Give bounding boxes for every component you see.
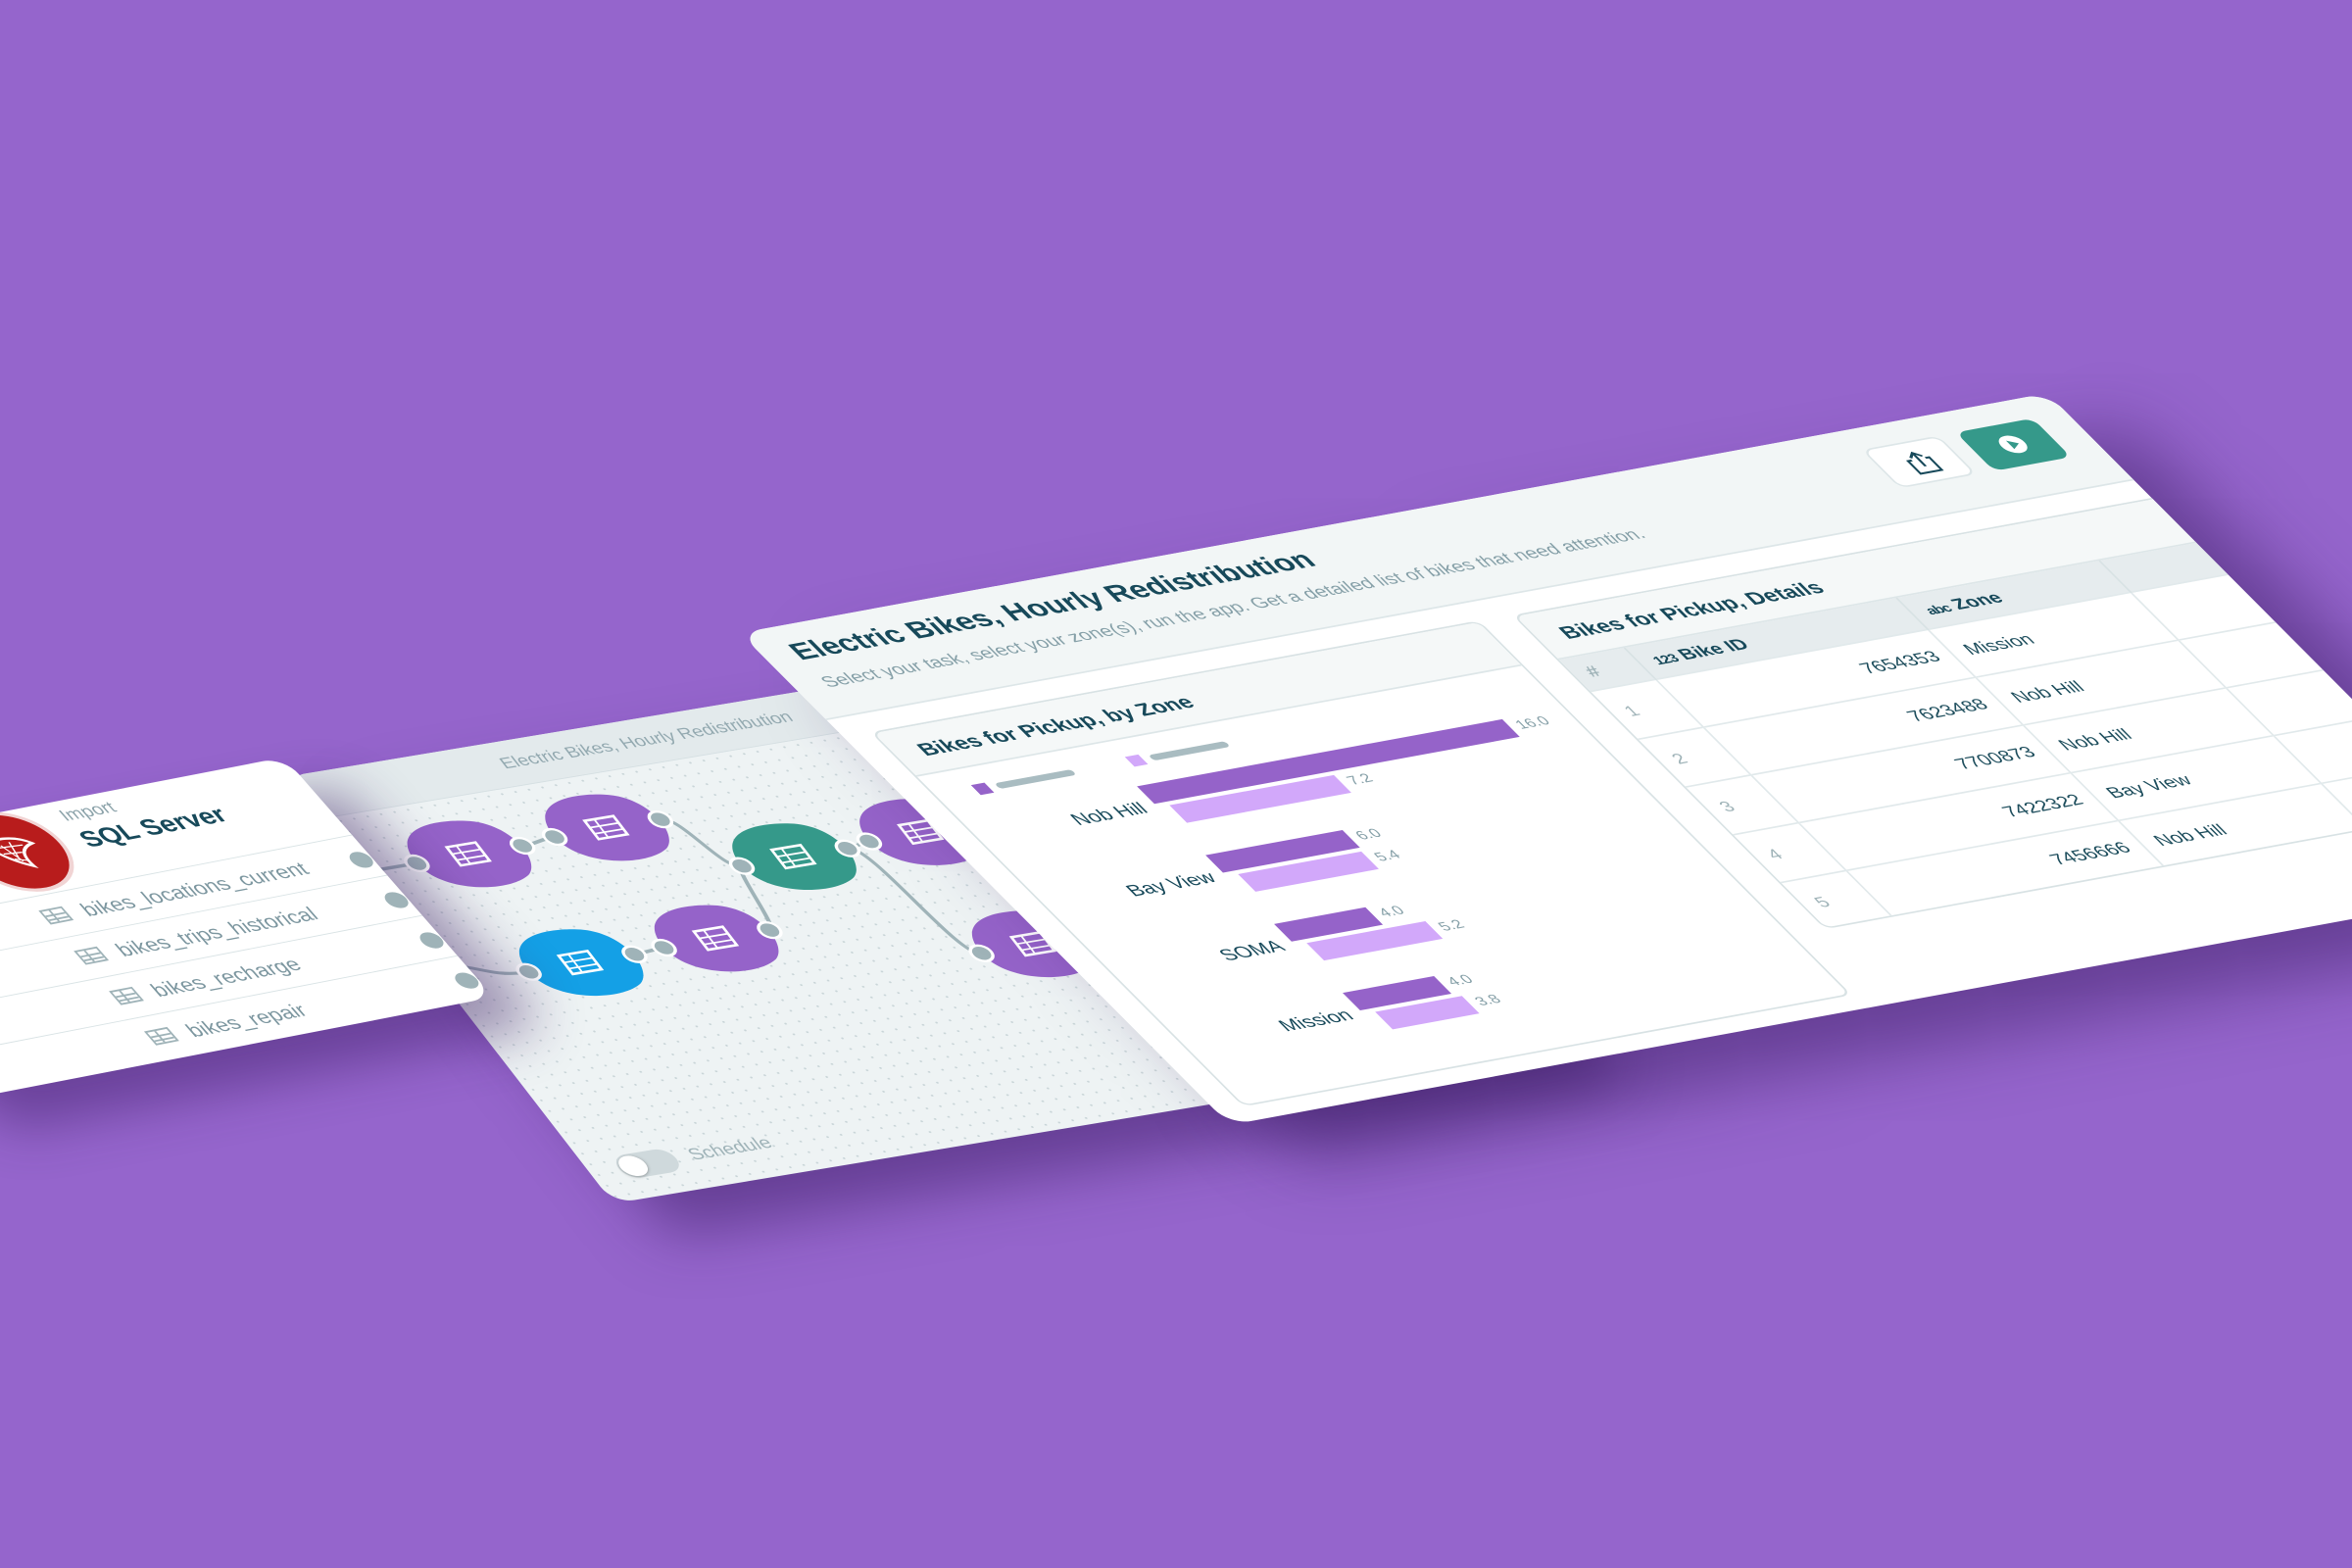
run-button[interactable] bbox=[1955, 417, 2072, 471]
text-type-icon: abc bbox=[1921, 601, 1956, 617]
legend-swatch bbox=[1124, 754, 1149, 767]
table-icon bbox=[74, 946, 110, 965]
app-panel: Electric Bikes, Hourly Redistribution Se… bbox=[740, 393, 2352, 1125]
output-port[interactable] bbox=[645, 809, 676, 829]
play-icon bbox=[1998, 435, 2028, 454]
bar-value-label: 3.8 bbox=[1471, 992, 1505, 1008]
bar[interactable] bbox=[1169, 774, 1351, 823]
bar[interactable] bbox=[1137, 718, 1520, 805]
bar[interactable] bbox=[1306, 920, 1444, 961]
table-icon bbox=[38, 906, 74, 925]
bar-value-label: 4.0 bbox=[1375, 904, 1409, 920]
input-port[interactable] bbox=[854, 832, 885, 851]
workflow-node-join[interactable] bbox=[707, 813, 882, 900]
input-port[interactable] bbox=[539, 827, 570, 847]
category-label: Mission bbox=[1274, 1006, 1358, 1035]
column-label: Zone bbox=[1946, 589, 2008, 613]
share-icon bbox=[1905, 451, 1944, 475]
input-port[interactable] bbox=[966, 944, 998, 962]
bar[interactable] bbox=[1274, 906, 1384, 942]
share-button[interactable] bbox=[1861, 435, 1978, 489]
copy-icon bbox=[556, 949, 605, 976]
bar[interactable] bbox=[1238, 851, 1379, 892]
app-header: Electric Bikes, Hourly Redistribution Se… bbox=[740, 393, 2134, 720]
input-port[interactable] bbox=[514, 962, 545, 981]
table-name: bikes_repair bbox=[180, 999, 313, 1042]
workflow-node-edit-table[interactable] bbox=[382, 811, 558, 898]
bar-value-label: 7.2 bbox=[1343, 771, 1377, 788]
import-panel: Import SQL Server bikes_locations_curren… bbox=[0, 757, 494, 1102]
table-icon bbox=[143, 1026, 179, 1046]
legend-label-placeholder bbox=[996, 769, 1075, 789]
column-label: Bike ID bbox=[1673, 635, 1754, 663]
output-port[interactable] bbox=[832, 839, 863, 858]
category-label: Bay View bbox=[1121, 868, 1222, 900]
legend-label-placeholder bbox=[1150, 741, 1229, 760]
chart-card: Bikes for Pickup, by Zone Nob Hill 16.0 7.… bbox=[870, 620, 1852, 1107]
bar-value-label: 6.0 bbox=[1351, 826, 1386, 843]
sql-server-icon bbox=[0, 804, 97, 901]
output-port[interactable] bbox=[507, 836, 538, 856]
node-shape bbox=[545, 794, 669, 861]
node-shape bbox=[732, 823, 857, 890]
edit-table-icon bbox=[691, 925, 740, 952]
node-shape bbox=[407, 820, 532, 888]
bar[interactable] bbox=[1343, 976, 1452, 1011]
bar-value-label: 5.4 bbox=[1370, 848, 1404, 864]
number-type-icon: 123 bbox=[1648, 651, 1683, 667]
node-shape bbox=[519, 929, 644, 997]
bar-value-label: 5.2 bbox=[1435, 917, 1469, 934]
workflow-node-calculate[interactable] bbox=[519, 785, 695, 871]
calculate-icon bbox=[582, 814, 630, 841]
workflow-graph bbox=[357, 785, 1101, 1005]
input-port[interactable] bbox=[402, 854, 433, 873]
legend-swatch bbox=[970, 782, 995, 796]
category-label: SOMA bbox=[1214, 937, 1291, 964]
workflow-node-edit-table[interactable] bbox=[629, 896, 805, 982]
output-port[interactable] bbox=[755, 920, 786, 940]
category-label: Nob Hill bbox=[1066, 800, 1152, 829]
bar[interactable] bbox=[1205, 829, 1360, 873]
join-icon bbox=[769, 843, 817, 870]
input-port[interactable] bbox=[649, 938, 680, 957]
edit-table-icon bbox=[444, 841, 492, 867]
workflow-canvas-panel: Electric Bikes, Hourly Redistribution Sc… bbox=[284, 617, 1574, 1204]
workflow-node-copy[interactable] bbox=[494, 919, 669, 1005]
node-shape bbox=[655, 905, 779, 972]
bar-value-label: 4.0 bbox=[1444, 972, 1478, 989]
bar-value-label: 16.0 bbox=[1511, 713, 1553, 731]
bar[interactable] bbox=[1375, 996, 1480, 1030]
input-port[interactable] bbox=[726, 857, 758, 875]
bar-chart: Nob Hill 16.0 7.2 Bay View 6.0 5.4 SOMA 4.0 5.2 M… bbox=[970, 713, 1554, 1035]
output-port[interactable] bbox=[619, 945, 651, 963]
table-icon bbox=[109, 986, 144, 1005]
